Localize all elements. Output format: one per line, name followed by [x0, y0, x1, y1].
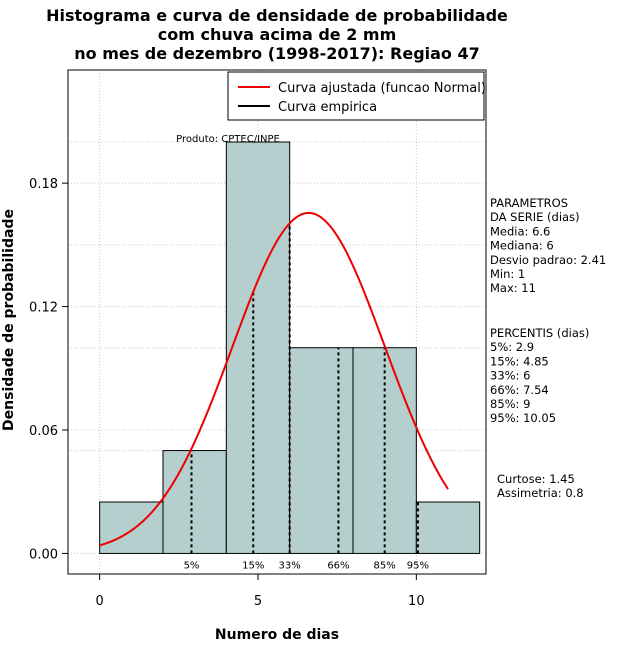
chart-title-line: com chuva acima de 2 mm [158, 25, 397, 44]
normal-curve [99, 211, 449, 547]
normal-curve-line [99, 211, 449, 547]
stats-percentile-line: 33%: 6 [490, 369, 530, 383]
legend-label: Curva ajustada (funcao Normal) [278, 81, 486, 96]
histogram-bar [99, 501, 164, 554]
source-note: Produto: CPTEC/INPE [176, 134, 280, 145]
stats-shape-line: Curtose: 1.45 [497, 472, 575, 486]
percentile-label: 5% [184, 560, 200, 571]
stats-param-line: Min: 1 [490, 267, 525, 281]
y-tick-label: 0.00 [29, 547, 58, 562]
y-axis-label: Densidade de probabilidade [1, 209, 17, 431]
histogram-bar [225, 141, 291, 554]
x-tick-label: 5 [254, 594, 262, 609]
percentile-label: 15% [242, 560, 264, 571]
stats-param-line: DA SERIE (dias) [490, 210, 580, 224]
x-tick-label: 0 [96, 594, 104, 609]
legend-label: Curva empirica [278, 100, 377, 115]
y-tick-label: 0.12 [29, 301, 58, 316]
stats-param-line: Mediana: 6 [490, 239, 554, 253]
chart-title: Histograma e curva de densidade de proba… [46, 6, 508, 63]
x-tick-label: 10 [408, 594, 425, 609]
y-tick-label: 0.18 [29, 177, 58, 192]
histogram-bar [415, 501, 481, 554]
chart-title-line: Histograma e curva de densidade de proba… [46, 6, 508, 25]
percentile-label: 66% [327, 560, 349, 571]
stats-percentile-line: 66%: 7.54 [490, 383, 549, 397]
stats-percentile-line: 5%: 2.9 [490, 340, 534, 354]
stats-param-line: PARAMETROS [490, 196, 568, 210]
plot-frame [67, 69, 487, 575]
legend-box [227, 71, 485, 121]
stats-param-line: Max: 11 [490, 281, 536, 295]
legend: Curva ajustada (funcao Normal) Curva empi… [227, 71, 486, 121]
plot-border [67, 69, 487, 575]
chart-title-line: no mes de dezembro (1998-2017): Regiao 4… [74, 44, 480, 63]
histogram-bars [99, 141, 481, 554]
axes: 0 5 10 0.00 0.06 0.12 0.18 [29, 177, 425, 609]
percentile-label: 33% [279, 560, 301, 571]
x-axis-label: Numero de dias [215, 627, 339, 643]
stats-percentile-line: 15%: 4.85 [490, 354, 549, 368]
stats-shape-line: Assimetria: 0.8 [497, 486, 584, 500]
percentile-lines: 5% 15% 33% 66% 85% 95% [184, 223, 429, 571]
stats-param-line: Desvio padrao: 2.41 [490, 253, 606, 267]
histogram-bar [289, 347, 354, 554]
stats-percentile-line: 95%: 10.05 [490, 411, 556, 425]
percentile-label: 85% [374, 560, 396, 571]
stats-param-line: Media: 6.6 [490, 224, 550, 238]
percentile-label: 95% [407, 560, 429, 571]
histogram-bar [162, 450, 227, 554]
y-tick-label: 0.06 [29, 424, 58, 439]
stats-percentile-line: PERCENTIS (dias) [490, 326, 589, 340]
stats-percentile-line: 85%: 9 [490, 397, 530, 411]
